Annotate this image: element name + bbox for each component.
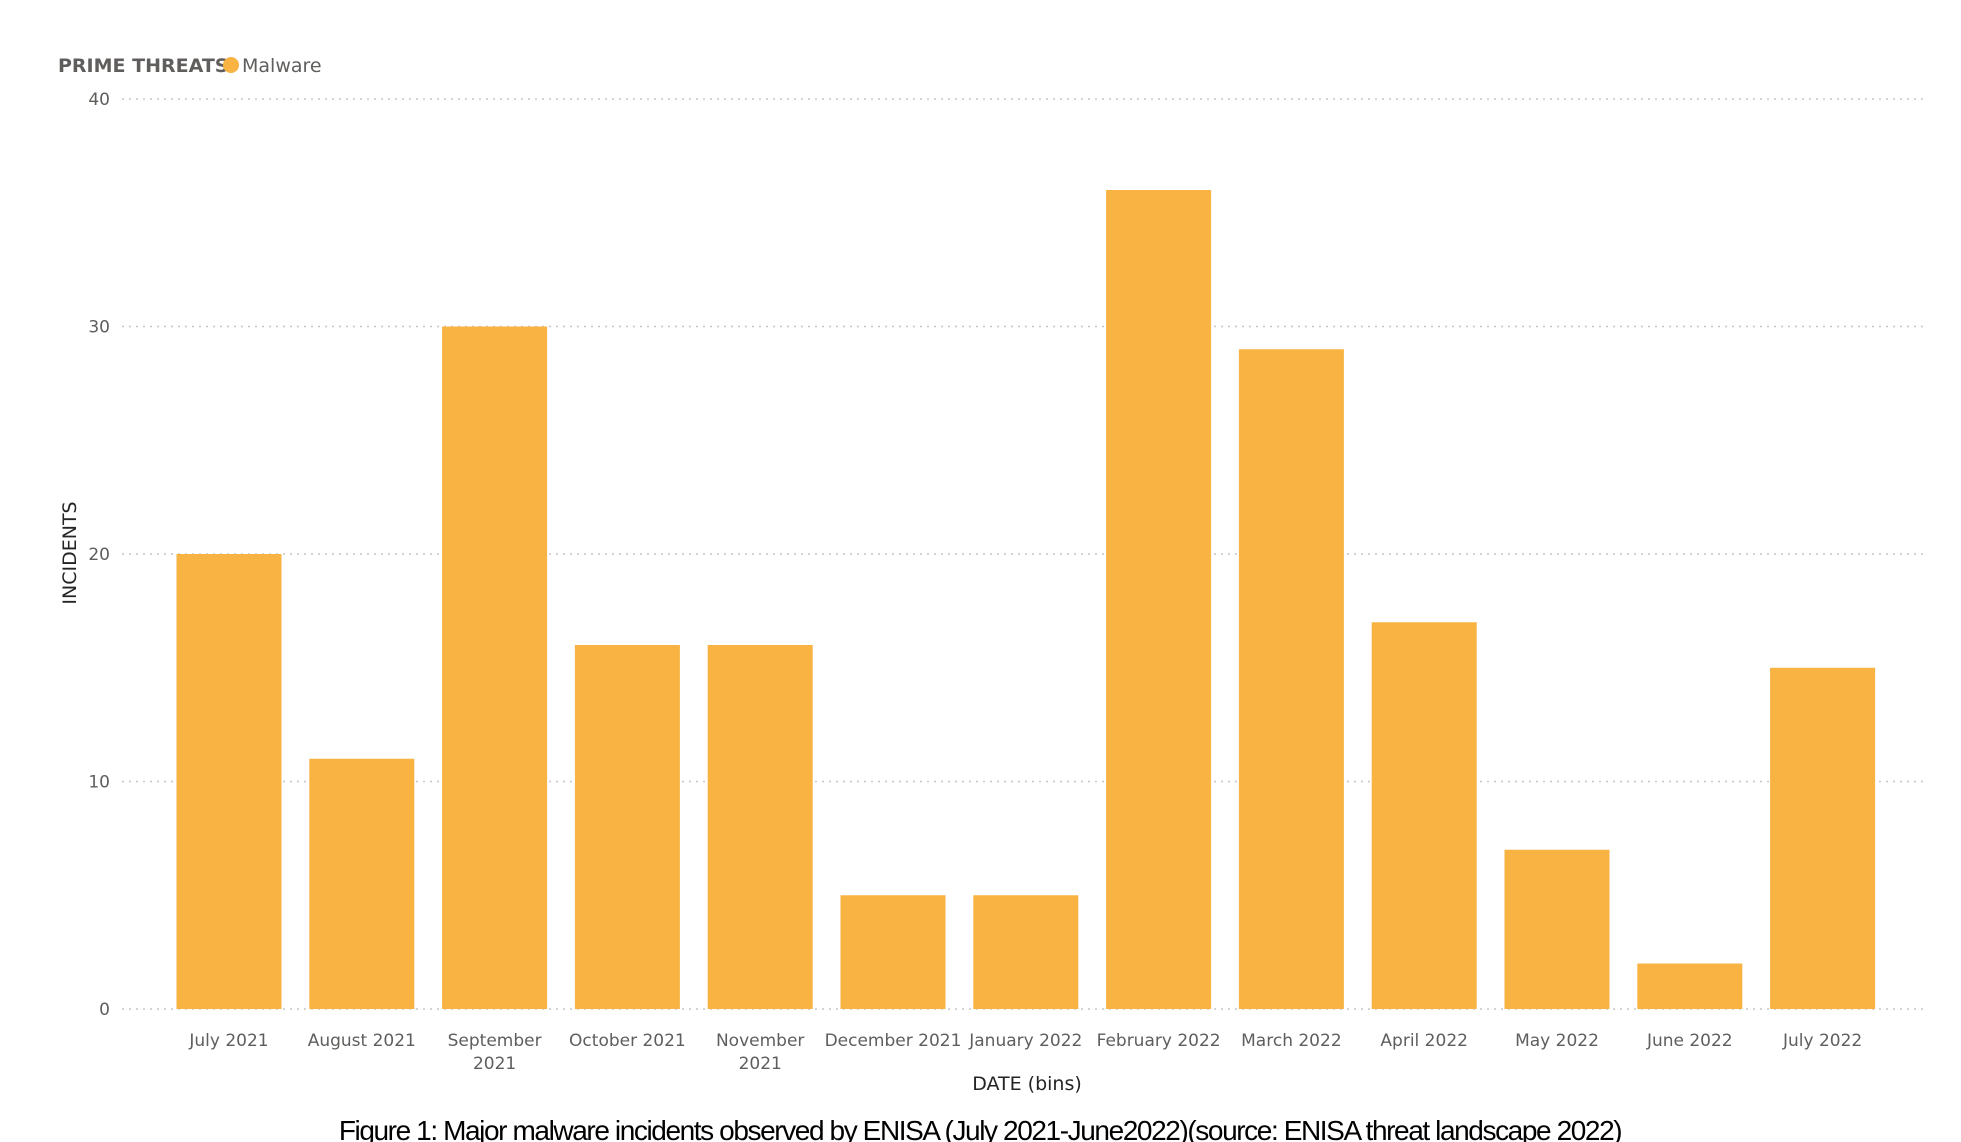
bar-november-2021[interactable]	[707, 645, 813, 1009]
bar-december-2021[interactable]	[840, 895, 946, 1009]
legend: PRIME THREATS Malware	[58, 55, 322, 77]
y-tick-label-40: 40	[88, 90, 110, 110]
bar-june-2022[interactable]	[1637, 963, 1743, 1010]
bar-august-2021[interactable]	[309, 758, 415, 1009]
bar-september-2021[interactable]	[442, 326, 548, 1010]
y-tick-labels: 0 10 20 30 40	[88, 90, 110, 1020]
x-tick-label-may-2022: May 2022	[1515, 1031, 1599, 1051]
y-tick-label-0: 0	[99, 1000, 110, 1020]
legend-malware-label: Malware	[242, 55, 322, 77]
bar-may-2022[interactable]	[1504, 849, 1610, 1009]
x-tick-labels: July 2021 August 2021 September 2021 October…	[188, 1031, 1862, 1074]
x-tick-label-july-2021: July 2021	[188, 1031, 268, 1051]
bar-april-2022[interactable]	[1371, 622, 1477, 1009]
y-tick-label-20: 20	[88, 545, 110, 565]
x-axis-title: DATE (bins)	[972, 1073, 1082, 1095]
x-tick-label-february-2022: February 2022	[1097, 1031, 1221, 1051]
x-tick-label-august-2021: August 2021	[308, 1031, 416, 1051]
x-tick-label-june-2022: June 2022	[1646, 1031, 1733, 1051]
bar-july-2022[interactable]	[1770, 667, 1876, 1009]
bar-february-2022[interactable]	[1106, 190, 1212, 1009]
y-tick-label-30: 30	[88, 318, 110, 338]
x-tick-label-july-2022: July 2022	[1782, 1031, 1862, 1051]
figure-caption: Figure 1: Major malware incidents observ…	[339, 1115, 1621, 1142]
x-tick-label-november-2021: November 2021	[716, 1031, 804, 1074]
x-tick-label-september-2021: September 2021	[448, 1031, 542, 1074]
legend-title: PRIME THREATS	[58, 55, 228, 77]
bar-october-2021[interactable]	[574, 645, 680, 1009]
bar-january-2022[interactable]	[973, 895, 1079, 1009]
x-tick-label-december-2021: December 2021	[825, 1031, 962, 1051]
x-tick-label-october-2021: October 2021	[569, 1031, 686, 1051]
x-tick-label-january-2022: January 2022	[968, 1031, 1082, 1051]
y-axis-title: INCIDENTS	[59, 501, 81, 604]
x-tick-label-april-2022: April 2022	[1380, 1031, 1468, 1051]
bars	[176, 190, 1876, 1010]
legend-malware-swatch	[223, 57, 239, 73]
x-tick-label-march-2022: March 2022	[1241, 1031, 1342, 1051]
y-tick-label-10: 10	[88, 773, 110, 793]
bar-july-2021[interactable]	[176, 554, 282, 1009]
bar-march-2022[interactable]	[1238, 349, 1344, 1009]
